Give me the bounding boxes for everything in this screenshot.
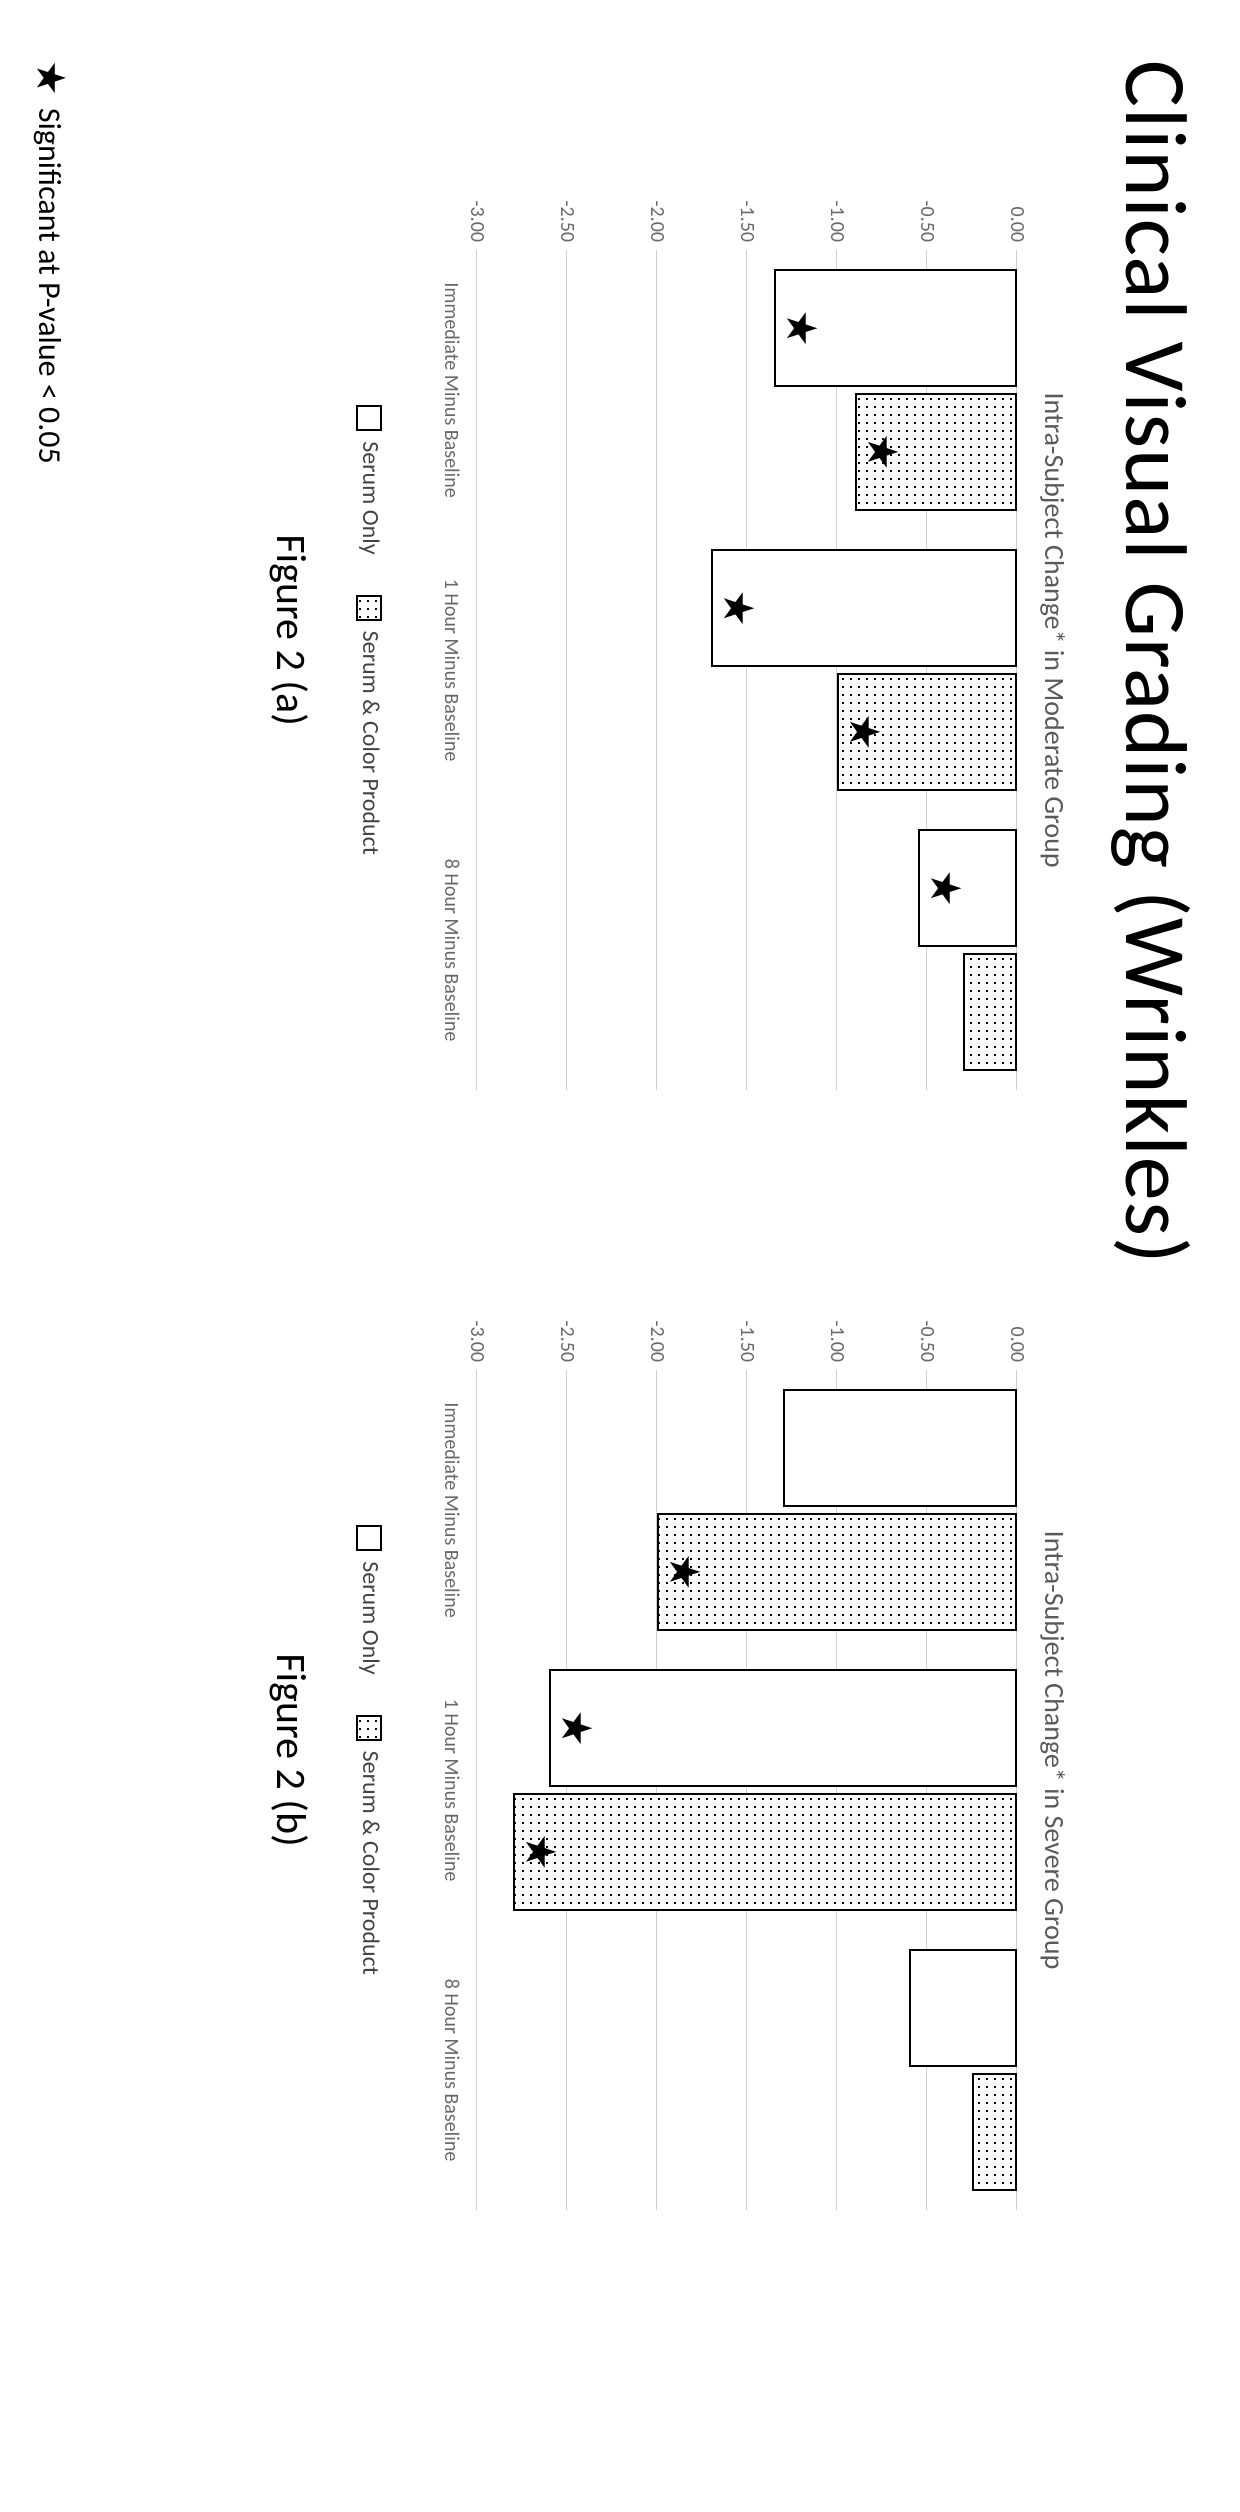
significance-star-icon: ★ xyxy=(860,433,902,471)
significance-star-icon: ★ xyxy=(554,1709,596,1747)
bar-serum-and-color xyxy=(513,1793,1017,1911)
y-tick-label: 0.00 xyxy=(1005,172,1029,242)
x-category-label: 1 Hour Minus Baseline xyxy=(439,579,463,762)
x-category-label: Immediate Minus Baseline xyxy=(439,1402,463,1617)
gridline xyxy=(746,250,747,1090)
bar-serum-only xyxy=(783,1389,1017,1507)
y-tick-label: -2.50 xyxy=(555,172,579,242)
significance-star-icon: ★ xyxy=(716,589,758,627)
significance-star-icon: ★ xyxy=(662,1553,704,1591)
y-tick-label: -1.50 xyxy=(735,1292,759,1362)
legend-item-serum-only: Serum Only xyxy=(356,405,385,554)
significance-star-icon: ★ xyxy=(518,1833,560,1871)
gridline xyxy=(476,1370,477,2210)
gridline xyxy=(746,1370,747,2210)
x-category-label: 8 Hour Minus Baseline xyxy=(439,1979,463,2162)
chart-a-caption: Figure 2 (a) xyxy=(265,534,316,726)
legend-swatch-plain xyxy=(356,1525,382,1551)
y-tick-label: -2.00 xyxy=(645,172,669,242)
y-tick-label: -3.00 xyxy=(465,172,489,242)
significance-star-icon: ★ xyxy=(779,309,821,347)
significance-footnote: ★ Significant at P-value < 0.05 xyxy=(30,60,70,2452)
legend-swatch-dotted xyxy=(356,1715,382,1741)
chart-b-caption: Figure 2 (b) xyxy=(265,1653,316,1847)
significance-star-icon: ★ xyxy=(923,869,965,907)
y-tick-label: -2.00 xyxy=(645,1292,669,1362)
bar-serum-and-color xyxy=(657,1513,1017,1631)
chart-panel-b: Intra-Subject Change* in Severe Group 0.… xyxy=(90,1260,1072,2240)
gridline xyxy=(656,1370,657,2210)
y-tick-label: -1.50 xyxy=(735,172,759,242)
chart-panel-a: Intra-Subject Change* in Moderate Group … xyxy=(90,140,1072,1120)
legend-item-serum-color: Serum & Color Product xyxy=(356,1715,385,1975)
y-tick-label: -0.50 xyxy=(915,1292,939,1362)
chart-b-legend: Serum Only Serum & Color Product xyxy=(356,1525,385,1975)
bar-serum-and-color xyxy=(963,953,1017,1071)
chart-a-title: Intra-Subject Change* in Moderate Group xyxy=(1037,392,1072,867)
legend-label-b: Serum & Color Product xyxy=(356,631,385,855)
bar-serum-and-color xyxy=(972,2073,1017,2191)
legend-item-serum-only: Serum Only xyxy=(356,1525,385,1674)
y-tick-label: -0.50 xyxy=(915,172,939,242)
page-title: Clinical Visual Grading (Wrinkles) xyxy=(1102,60,1210,2452)
legend-item-serum-color: Serum & Color Product xyxy=(356,595,385,855)
charts-row: Intra-Subject Change* in Moderate Group … xyxy=(90,60,1072,2452)
page-rotated-container: Clinical Visual Grading (Wrinkles) Intra… xyxy=(0,0,1240,2512)
footnote-text: Significant at P-value < 0.05 xyxy=(31,108,70,464)
legend-label-b2: Serum & Color Product xyxy=(356,1751,385,1975)
legend-label-a2: Serum Only xyxy=(356,1561,385,1674)
x-category-label: 8 Hour Minus Baseline xyxy=(439,859,463,1042)
legend-label-a: Serum Only xyxy=(356,441,385,554)
bar-serum-only xyxy=(549,1669,1017,1787)
chart-a-plot: 0.00 -0.50 -1.00 -1.50 -2.00 -2.50 -3.00 Immedi… xyxy=(407,160,1027,1100)
y-tick-label: -2.50 xyxy=(555,1292,579,1362)
chart-a-legend: Serum Only Serum & Color Product xyxy=(356,405,385,855)
y-tick-label: -1.00 xyxy=(825,172,849,242)
gridline xyxy=(566,250,567,1090)
gridline xyxy=(566,1370,567,2210)
gridline xyxy=(476,250,477,1090)
y-tick-label: -1.00 xyxy=(825,1292,849,1362)
x-category-label: 1 Hour Minus Baseline xyxy=(439,1699,463,1882)
significance-star-icon: ★ xyxy=(842,713,884,751)
legend-swatch-dotted xyxy=(356,595,382,621)
y-tick-label: 0.00 xyxy=(1005,1292,1029,1362)
chart-b-plot: 0.00 -0.50 -1.00 -1.50 -2.00 -2.50 -3.00 Immedi… xyxy=(407,1280,1027,2220)
legend-swatch-plain xyxy=(356,405,382,431)
chart-b-title: Intra-Subject Change* in Severe Group xyxy=(1037,1531,1072,1970)
bar-serum-only xyxy=(909,1949,1017,2067)
star-icon: ★ xyxy=(30,60,70,96)
y-tick-label: -3.00 xyxy=(465,1292,489,1362)
gridline xyxy=(656,250,657,1090)
x-category-label: Immediate Minus Baseline xyxy=(439,282,463,497)
